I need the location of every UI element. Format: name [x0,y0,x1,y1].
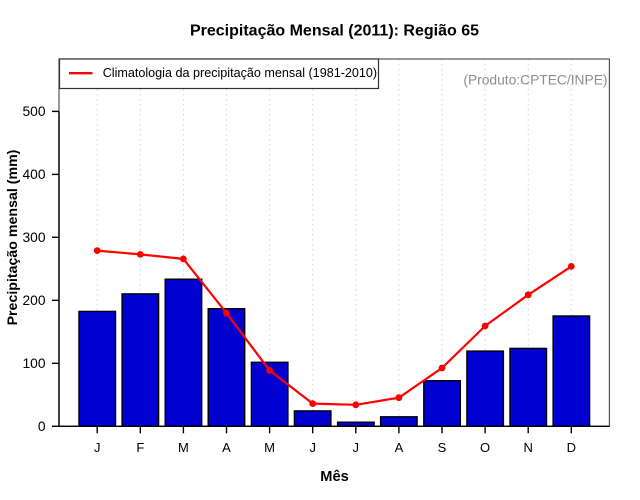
svg-text:S: S [438,440,447,455]
svg-text:F: F [136,440,144,455]
svg-text:J: J [353,440,360,455]
svg-text:A: A [395,440,404,455]
svg-text:A: A [222,440,231,455]
svg-text:N: N [524,440,533,455]
svg-text:(Produto:CPTEC/INPE): (Produto:CPTEC/INPE) [463,72,607,87]
svg-text:0: 0 [38,419,46,434]
svg-text:400: 400 [22,167,45,182]
svg-text:D: D [567,440,576,455]
svg-text:O: O [480,440,490,455]
svg-text:Precipitação mensal (mm): Precipitação mensal (mm) [5,149,21,325]
svg-text:Precipitação Mensal (2011): Re: Precipitação Mensal (2011): Região 65 [190,23,479,40]
svg-text:J: J [94,440,101,455]
svg-text:Climatologia da precipitação m: Climatologia da precipitação mensal (198… [103,66,377,80]
svg-text:100: 100 [22,356,45,371]
svg-text:200: 200 [22,293,45,308]
svg-text:J: J [309,440,316,455]
svg-text:M: M [264,440,275,455]
svg-text:500: 500 [22,104,45,119]
svg-text:M: M [178,440,189,455]
svg-text:300: 300 [22,230,45,245]
svg-text:Mês: Mês [320,469,348,485]
